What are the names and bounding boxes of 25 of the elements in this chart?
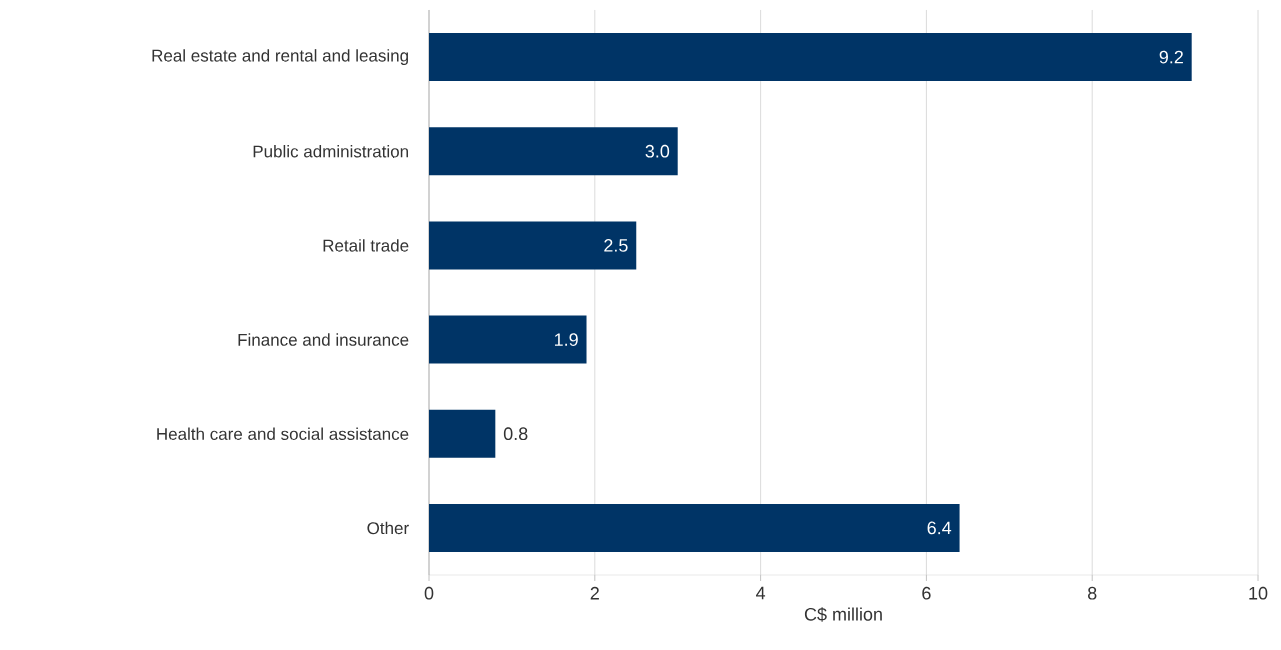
bar [429, 315, 587, 364]
data-label: 9.2 [1159, 50, 1183, 64]
y-tick-label: Real estate and rental and leasing [152, 49, 408, 66]
data-label: 0.8 [503, 427, 528, 441]
x-tick-label: 4 [756, 586, 766, 600]
bar [429, 127, 678, 176]
bar [429, 33, 1192, 82]
bar [429, 503, 960, 552]
y-tick-label: Public administration [253, 145, 408, 158]
bar [429, 221, 637, 270]
data-label: 6.4 [927, 521, 952, 535]
x-tick-label: 6 [922, 586, 931, 600]
y-tick-label: Health care and social assistance [157, 427, 409, 440]
y-tick-label: Retail trade [323, 239, 409, 252]
data-label: 3.0 [645, 144, 670, 158]
x-tick-label: 2 [590, 586, 599, 600]
x-tick-label: 0 [424, 586, 434, 600]
y-tick-label: Other [367, 521, 409, 535]
bar [429, 409, 496, 458]
y-tick-label: Finance and insurance [238, 333, 409, 346]
x-axis-title: C$ million [804, 607, 882, 622]
x-tick-label: 8 [1087, 586, 1097, 600]
x-tick-label: 10 [1249, 586, 1268, 600]
data-label: 2.5 [604, 239, 628, 252]
data-label: 1.9 [554, 333, 578, 346]
